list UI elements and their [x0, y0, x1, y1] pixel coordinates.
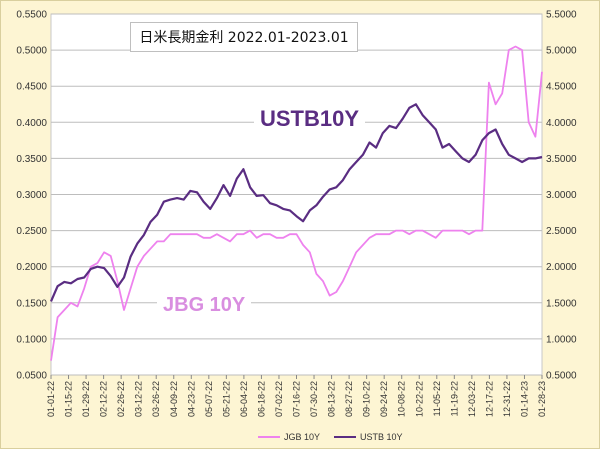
left-tick-label: 0.2500 — [16, 226, 47, 237]
x-tick-label: 04-23-22 — [186, 381, 196, 417]
right-tick-label: 4.5000 — [546, 82, 577, 93]
left-tick-label: 0.4000 — [16, 118, 47, 129]
left-tick-label: 0.1500 — [16, 298, 47, 309]
legend-label-ustb: USTB 10Y — [360, 432, 403, 442]
right-tick-label: 5.5000 — [546, 10, 577, 21]
x-tick-label: 01-14-23 — [519, 381, 529, 417]
x-tick-label: 11-05-22 — [432, 381, 442, 416]
series-lines — [49, 45, 543, 361]
right-y-axis-ticks: 0.5000 1.0000 1.5000 2.0000 2.5000 3.0000 3.50… — [546, 10, 577, 382]
x-tick-label: 01-28-23 — [537, 381, 547, 417]
x-tick-label: 02-12-22 — [99, 381, 109, 417]
x-tick-label: 01-15-22 — [64, 381, 74, 417]
x-tick-label: 02-26-22 — [116, 381, 126, 417]
left-y-axis-ticks: 0.0500 0.1000 0.1500 0.2000 0.2500 0.3000 0.35… — [16, 10, 47, 382]
x-tick-label: 12-31-22 — [502, 381, 512, 417]
left-tick-label: 0.5000 — [16, 46, 47, 57]
x-tick-label: 06-04-22 — [239, 381, 249, 417]
right-tick-label: 2.0000 — [546, 262, 577, 273]
x-tick-label: 07-16-22 — [292, 381, 302, 417]
right-tick-label: 5.0000 — [546, 46, 577, 57]
right-tick-label: 1.5000 — [546, 298, 577, 309]
left-tick-label: 0.2000 — [16, 262, 47, 273]
left-tick-label: 0.5500 — [16, 10, 47, 21]
left-tick-label: 0.4500 — [16, 82, 47, 93]
right-tick-label: 2.5000 — [546, 226, 577, 237]
jgb-annotation: JBG 10Y — [157, 292, 252, 319]
x-axis-ticks: 01-01-22 01-15-22 01-29-22 02-12-22 02-26-22… — [46, 375, 547, 417]
x-tick-label: 09-10-22 — [362, 381, 372, 417]
right-tick-label: 3.5000 — [546, 154, 577, 165]
x-tick-label: 11-19-22 — [449, 381, 459, 416]
right-tick-label: 4.0000 — [546, 118, 577, 129]
x-tick-label: 12-17-22 — [484, 381, 494, 417]
x-tick-label: 03-12-22 — [134, 381, 144, 417]
ustb-annotation: USTB10Y — [254, 104, 366, 134]
left-tick-label: 0.0500 — [16, 371, 47, 382]
x-tick-label: 08-27-22 — [344, 381, 354, 417]
left-tick-label: 0.3000 — [16, 190, 47, 201]
x-tick-label: 03-26-22 — [151, 381, 161, 417]
chart-title: 日米長期金利 2022.01-2023.01 — [130, 22, 358, 52]
left-tick-label: 0.1000 — [16, 334, 47, 345]
x-tick-label: 12-03-22 — [467, 381, 477, 417]
x-tick-label: 07-30-22 — [309, 381, 319, 417]
x-tick-label: 01-01-22 — [46, 381, 56, 417]
x-tick-label: 06-18-22 — [256, 381, 266, 417]
x-tick-label: 01-29-22 — [81, 381, 91, 417]
left-tick-label: 0.3500 — [16, 154, 47, 165]
x-tick-label: 05-21-22 — [221, 381, 231, 417]
x-tick-label: 10-22-22 — [414, 381, 424, 417]
x-tick-label: 07-02-22 — [274, 381, 284, 417]
jgb-series-line — [50, 45, 543, 361]
x-tick-label: 08-13-22 — [327, 381, 337, 417]
right-tick-label: 0.5000 — [546, 371, 577, 382]
x-tick-label: 04-09-22 — [169, 381, 179, 417]
x-tick-label: 09-24-22 — [379, 381, 389, 417]
ustb-series-line — [49, 103, 543, 302]
x-tick-label: 05-07-22 — [204, 381, 214, 417]
right-tick-label: 1.0000 — [546, 334, 577, 345]
legend: JGB 10Y USTB 10Y — [258, 432, 403, 442]
legend-label-jgb: JGB 10Y — [284, 432, 320, 442]
right-tick-label: 3.0000 — [546, 190, 577, 201]
x-tick-label: 10-08-22 — [397, 381, 407, 417]
